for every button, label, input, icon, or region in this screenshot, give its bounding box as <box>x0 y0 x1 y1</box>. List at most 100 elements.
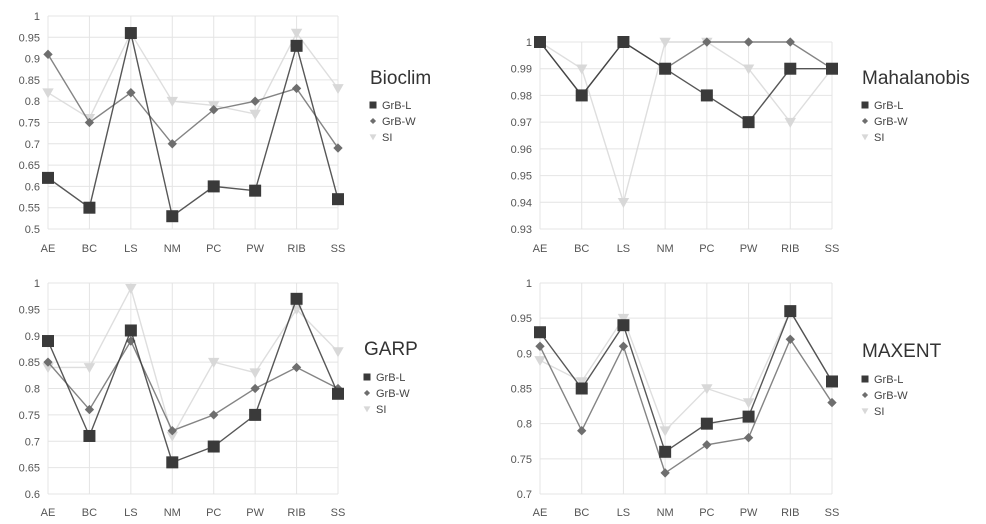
y-tick-label: 0.5 <box>25 224 40 236</box>
chart-panel-1: 0.93 0.94 0.95 0.96 0.97 0.98 0.99 1 AE BC LS NM PC P… <box>511 36 970 255</box>
y-tick-label: 0.8 <box>517 419 532 431</box>
series-line-grb-w <box>47 339 339 432</box>
data-point-grb-l <box>290 39 303 52</box>
y-tick-label: 0.97 <box>511 117 532 129</box>
legend-marker-grb-l <box>369 101 377 109</box>
x-tick-label: PC <box>206 243 221 255</box>
data-point-grb-l <box>659 62 672 75</box>
data-point-grb-w <box>702 440 712 450</box>
y-tick-label: 1 <box>526 278 532 290</box>
y-tick-label: 0.95 <box>511 313 532 325</box>
data-point-grb-l <box>784 62 797 75</box>
legend-label: GrB-L <box>874 100 903 112</box>
x-tick-label: LS <box>124 507 137 519</box>
data-point-grb-w <box>333 143 343 153</box>
data-point-grb-l <box>617 319 630 332</box>
chart-panel-3: 0.7 0.75 0.8 0.85 0.9 0.95 1 AE BC LS NM PC PW RIB SS M… <box>511 278 942 519</box>
x-tick-label: NM <box>164 243 181 255</box>
y-tick-label: 0.8 <box>25 384 40 396</box>
y-tick-label: 0.96 <box>511 144 532 156</box>
data-point-grb-l <box>42 335 54 348</box>
data-point-grb-l <box>659 445 672 458</box>
data-point-si <box>249 368 261 379</box>
y-tick-label: 0.75 <box>19 410 40 422</box>
y-tick-label: 0.85 <box>19 75 40 87</box>
data-point-grb-w <box>702 37 712 47</box>
series-line-si <box>539 309 833 432</box>
x-tick-label: NM <box>657 507 674 519</box>
x-tick-label: SS <box>331 243 346 255</box>
y-tick-label: 0.6 <box>25 489 40 501</box>
data-point-si <box>576 64 588 75</box>
data-point-grb-w <box>535 341 545 351</box>
series-line-si <box>47 31 339 120</box>
series-line-si <box>539 41 833 205</box>
data-point-grb-w <box>126 88 136 98</box>
data-point-grb-l <box>742 116 755 129</box>
legend-marker-grb-l <box>861 375 869 383</box>
data-point-grb-w <box>577 426 587 436</box>
data-point-si <box>617 198 630 208</box>
series-line-grb-l <box>47 32 339 218</box>
data-point-grb-l <box>617 36 630 48</box>
data-point-si <box>576 377 588 388</box>
data-point-grb-l <box>249 184 262 197</box>
data-point-si <box>125 284 137 294</box>
y-tick-label: 0.93 <box>511 224 532 236</box>
x-tick-label: LS <box>617 507 630 519</box>
chart-title: GARP <box>364 339 418 360</box>
data-point-grb-w <box>209 410 219 420</box>
y-tick-label: 0.85 <box>511 384 532 396</box>
data-point-grb-l <box>575 89 588 102</box>
legend-label: SI <box>874 132 884 144</box>
data-point-grb-w <box>167 139 177 149</box>
legend-marker-grb-w <box>369 117 377 125</box>
x-tick-label: RIB <box>287 243 305 255</box>
y-tick-label: 0.95 <box>19 304 40 316</box>
data-point-grb-w <box>84 404 95 415</box>
y-tick-label: 0.6 <box>25 181 40 193</box>
data-point-grb-w <box>250 96 260 106</box>
data-point-grb-w <box>827 397 837 408</box>
data-point-grb-w <box>291 83 302 94</box>
data-point-grb-l <box>124 27 137 40</box>
y-tick-label: 0.65 <box>19 160 40 172</box>
x-tick-label: LS <box>617 243 630 255</box>
y-tick-label: 0.9 <box>25 54 40 66</box>
data-point-grb-l <box>826 375 838 388</box>
x-tick-label: PW <box>740 507 758 519</box>
data-point-grb-l <box>166 210 179 223</box>
data-point-grb-w <box>43 357 53 367</box>
x-tick-label: BC <box>82 507 97 519</box>
legend-marker-si <box>861 408 869 415</box>
legend-label: GrB-W <box>376 388 410 400</box>
data-point-grb-l <box>249 408 262 421</box>
x-tick-label: PC <box>699 507 714 519</box>
legend-marker-grb-w <box>363 389 371 397</box>
x-tick-label: RIB <box>781 243 799 255</box>
data-point-grb-w <box>167 426 177 436</box>
data-point-grb-l <box>207 440 220 453</box>
data-point-grb-w <box>785 334 795 344</box>
x-tick-label: NM <box>164 507 181 519</box>
data-point-si <box>166 96 178 107</box>
data-point-grb-w <box>250 383 260 394</box>
legend-marker-grb-w <box>861 391 869 399</box>
data-point-grb-w <box>743 37 754 47</box>
data-point-grb-w <box>660 468 670 478</box>
data-point-grb-l <box>83 429 96 442</box>
chart-title: Mahalanobis <box>862 68 970 89</box>
data-point-grb-w <box>84 117 95 128</box>
y-tick-label: 0.55 <box>19 203 40 215</box>
chart-title: MAXENT <box>862 341 942 362</box>
x-tick-label: PW <box>246 243 264 255</box>
data-point-si <box>617 313 630 324</box>
data-point-grb-l <box>575 382 588 395</box>
data-point-si <box>332 84 344 95</box>
x-tick-label: AE <box>41 243 56 255</box>
data-point-grb-l <box>784 305 797 318</box>
data-point-grb-l <box>290 292 303 305</box>
y-tick-label: 0.7 <box>25 139 40 151</box>
legend-label: GrB-W <box>382 116 416 128</box>
